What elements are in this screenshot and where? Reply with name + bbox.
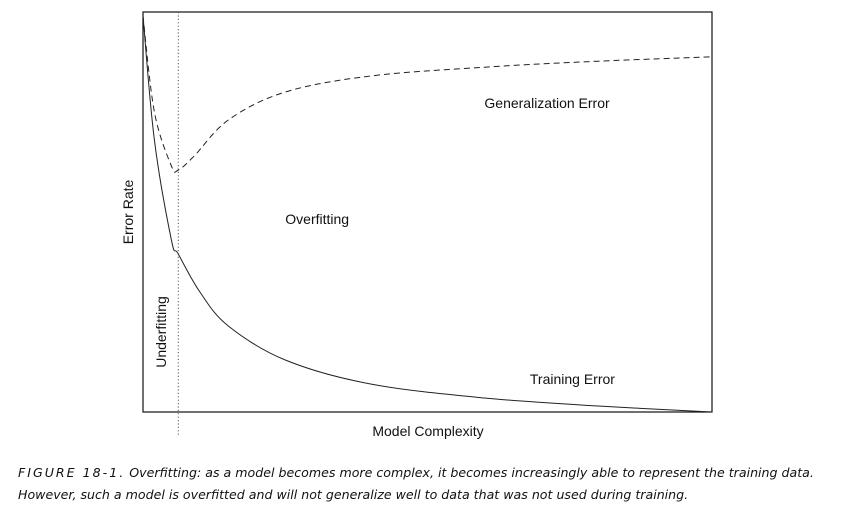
x-axis-label: Model Complexity (372, 423, 483, 439)
caption-line-2: However, such a model is overfitted and … (18, 487, 689, 502)
caption-label: FIGURE 18-1. (18, 465, 126, 480)
plot-frame (142, 11, 713, 413)
caption-text-1: Overfitting: as a model becomes more com… (129, 465, 814, 480)
caption-line-1: FIGURE 18-1. Overfitting: as a model bec… (18, 462, 843, 484)
annotation-training-error: Training Error (530, 371, 615, 387)
series-line-training-error (142, 15, 713, 413)
series-line-generalization-error (142, 15, 713, 173)
annotation-overfitting: Overfitting (285, 211, 349, 227)
annotation-underfitting: Underfitting (153, 296, 169, 368)
figure-caption: FIGURE 18-1. Overfitting: as a model bec… (18, 462, 843, 506)
annotation-generalization-error: Generalization Error (484, 95, 610, 111)
y-axis-label: Error Rate (120, 180, 136, 245)
